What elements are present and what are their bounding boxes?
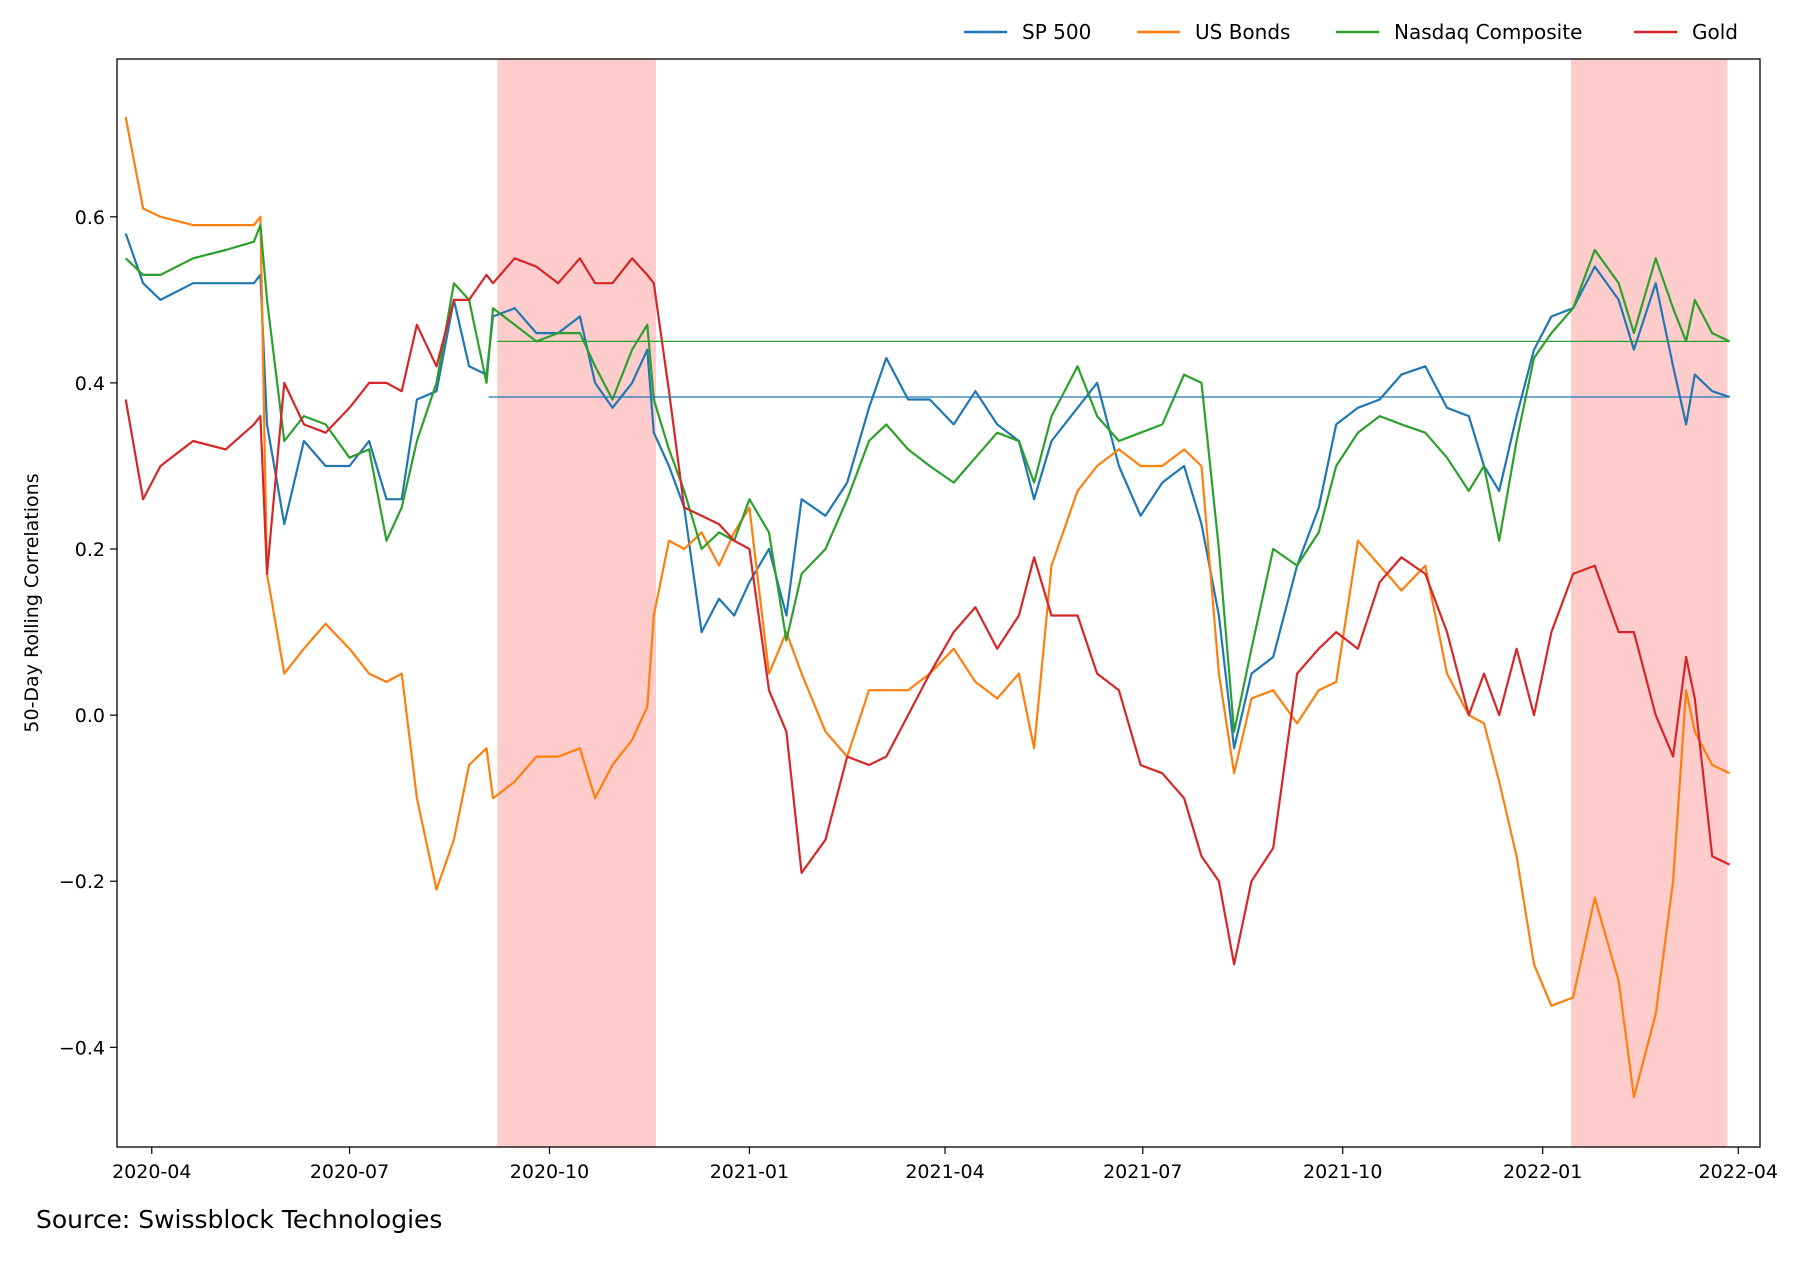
plot-frame (116, 58, 1761, 1148)
y-tick-label: 0.6 (75, 207, 105, 229)
legend: SP 500 US Bonds Nasdaq Composite Gold (964, 20, 1738, 44)
y-tick-label: −0.2 (59, 871, 105, 893)
x-tick-label: 2021-04 (905, 1161, 984, 1183)
y-tick-label: 0.4 (75, 373, 105, 395)
source-caption: Source: Swissblock Technologies (36, 1205, 443, 1234)
y-tick-label: −0.4 (59, 1037, 105, 1059)
x-tick-label: 2020-07 (310, 1161, 389, 1183)
series-line-gold (124, 257, 1731, 966)
shaded-region (497, 59, 656, 1147)
y-tick-label: 0.2 (75, 539, 105, 561)
y-axis-label: 50-Day Rolling Correlations (21, 473, 43, 732)
x-tick-label: 2021-07 (1103, 1161, 1182, 1183)
x-tick-label: 2021-10 (1303, 1161, 1382, 1183)
x-tick-label: 2020-04 (112, 1161, 191, 1183)
x-tick-label: 2021-01 (710, 1161, 789, 1183)
series-line-sp-500 (124, 233, 1730, 750)
legend-label: SP 500 (1022, 20, 1091, 44)
legend-label: Gold (1692, 20, 1738, 44)
x-tick-label: 2022-01 (1503, 1161, 1582, 1183)
x-tick-label: 2022-04 (1699, 1161, 1778, 1183)
y-tick-label: 0.0 (75, 705, 105, 727)
x-tick-label: 2020-10 (510, 1161, 589, 1183)
legend-label: Nasdaq Composite (1394, 20, 1582, 44)
series-line-nasdaq-composite (124, 224, 1731, 733)
legend-label: US Bonds (1195, 20, 1290, 44)
shaded-region (1570, 59, 1728, 1147)
series-line-us-bonds (124, 116, 1731, 1099)
